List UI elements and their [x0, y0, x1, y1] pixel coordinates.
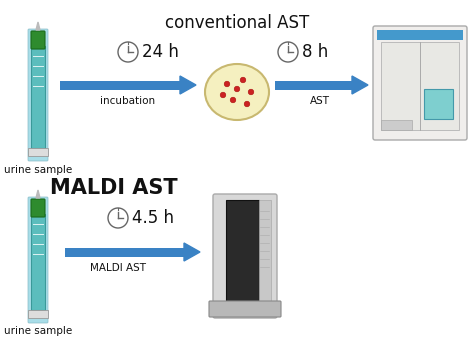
Bar — [226, 200, 259, 302]
Text: 4.5 h: 4.5 h — [132, 209, 174, 227]
FancyBboxPatch shape — [31, 31, 45, 49]
Bar — [275, 80, 352, 90]
Circle shape — [230, 97, 236, 103]
Polygon shape — [184, 243, 200, 261]
Bar — [377, 30, 463, 40]
Text: conventional AST: conventional AST — [165, 14, 309, 32]
FancyBboxPatch shape — [28, 29, 48, 161]
Text: incubation: incubation — [100, 96, 155, 106]
Bar — [259, 200, 271, 302]
Circle shape — [118, 42, 138, 62]
Circle shape — [240, 77, 246, 83]
Bar — [381, 120, 412, 130]
FancyBboxPatch shape — [373, 26, 467, 140]
Circle shape — [244, 101, 250, 107]
Bar — [31, 46, 45, 148]
Bar — [65, 248, 184, 256]
Bar — [60, 80, 180, 90]
Text: urine sample: urine sample — [4, 165, 72, 175]
Polygon shape — [36, 22, 40, 30]
Circle shape — [278, 42, 298, 62]
Polygon shape — [36, 190, 40, 198]
Bar — [425, 89, 453, 119]
Text: 24 h: 24 h — [142, 43, 179, 61]
Polygon shape — [180, 76, 196, 94]
Text: AST: AST — [310, 96, 330, 106]
FancyBboxPatch shape — [28, 197, 48, 323]
Ellipse shape — [205, 64, 269, 120]
Circle shape — [248, 89, 254, 95]
Text: 8 h: 8 h — [302, 43, 328, 61]
FancyBboxPatch shape — [209, 301, 281, 317]
Circle shape — [234, 86, 240, 92]
Polygon shape — [352, 76, 368, 94]
Text: urine sample: urine sample — [4, 326, 72, 336]
Text: MALDI AST: MALDI AST — [50, 178, 178, 198]
Bar — [28, 310, 48, 318]
Circle shape — [220, 92, 226, 98]
Bar — [31, 214, 45, 310]
FancyBboxPatch shape — [213, 194, 277, 318]
Bar — [28, 148, 48, 156]
Bar — [381, 42, 459, 130]
Text: MALDI AST: MALDI AST — [90, 263, 146, 273]
Circle shape — [108, 208, 128, 228]
FancyBboxPatch shape — [31, 199, 45, 217]
Circle shape — [224, 81, 230, 87]
